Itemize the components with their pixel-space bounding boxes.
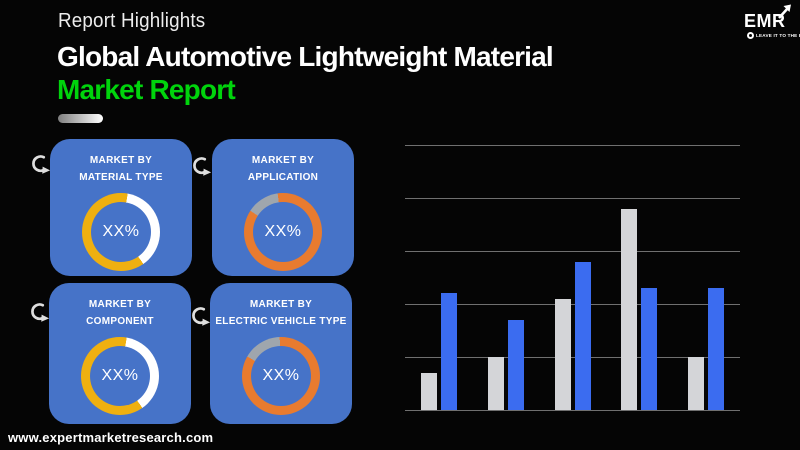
donut-chart-electric-vehicle-type: XX% bbox=[242, 337, 320, 415]
card-title-line2: APPLICATION bbox=[247, 172, 319, 183]
up-right-arrow-icon bbox=[776, 4, 794, 25]
title-underline-bar bbox=[58, 114, 103, 123]
gridline bbox=[405, 145, 740, 146]
card-market-by-application: MARKET BY APPLICATION XX% bbox=[212, 139, 354, 276]
gridline bbox=[405, 304, 740, 305]
bar-gray-g5 bbox=[688, 357, 704, 410]
logo-tagline: Leave It to the Experts bbox=[747, 32, 800, 39]
gridline bbox=[405, 410, 740, 411]
bar-blue-g4 bbox=[641, 288, 658, 410]
bar-blue-g3 bbox=[574, 261, 591, 410]
page-title-line2: Market Report bbox=[57, 74, 236, 105]
donut-chart-component: XX% bbox=[81, 337, 159, 415]
donut-value: XX% bbox=[90, 346, 150, 406]
card-title: MARKET BY COMPONENT bbox=[49, 296, 191, 330]
card-market-by-material-type: MARKET BY MATERIAL TYPE XX% bbox=[50, 139, 192, 276]
donut-value: XX% bbox=[253, 202, 313, 262]
card-title-line1: MARKET BY bbox=[251, 155, 315, 166]
card-market-by-component: MARKET BY COMPONENT XX% bbox=[49, 283, 191, 424]
card-market-by-electric-vehicle-type: MARKET BY ELECTRIC VEHICLE TYPE XX% bbox=[210, 283, 352, 424]
donut-value: XX% bbox=[91, 202, 151, 262]
loop-arrow-icon bbox=[189, 150, 213, 182]
bar-gray-g4 bbox=[621, 208, 638, 410]
grouped-bar-chart bbox=[405, 145, 740, 411]
logo-ring-icon bbox=[747, 32, 754, 39]
loop-arrow-icon bbox=[188, 300, 212, 332]
card-title: MARKET BY APPLICATION bbox=[212, 152, 354, 186]
donut-value: XX% bbox=[251, 346, 311, 406]
donut-chart-application: XX% bbox=[244, 193, 322, 271]
bar-gray-g2 bbox=[487, 357, 504, 410]
logo-tagline-text: Leave It to the Experts bbox=[756, 33, 800, 38]
page-title-line1: Global Automotive Lightweight Material bbox=[57, 41, 554, 72]
card-title: MARKET BY MATERIAL TYPE bbox=[50, 152, 192, 186]
website-url: www.expertmarketresearch.com bbox=[8, 430, 214, 445]
bar-gray-g1 bbox=[421, 372, 437, 410]
bar-blue-g2 bbox=[507, 319, 524, 410]
gridline bbox=[405, 198, 740, 199]
gridline bbox=[405, 357, 740, 358]
card-title-line2: COMPONENT bbox=[86, 316, 154, 327]
card-title-line1: MARKET BY bbox=[249, 299, 313, 310]
card-title-line1: MARKET BY bbox=[88, 299, 152, 310]
card-title-line1: MARKET BY bbox=[89, 155, 153, 166]
emr-logo: EMR Leave It to the Experts bbox=[736, 4, 800, 46]
card-title-line2: ELECTRIC VEHICLE TYPE bbox=[215, 316, 347, 327]
bar-gray-g3 bbox=[554, 298, 571, 410]
card-title-line2: MATERIAL TYPE bbox=[79, 172, 163, 183]
card-title: MARKET BY ELECTRIC VEHICLE TYPE bbox=[210, 296, 352, 330]
donut-chart-material-type: XX% bbox=[82, 193, 160, 271]
bar-blue-g1 bbox=[441, 293, 457, 410]
gridline bbox=[405, 251, 740, 252]
logo-text: EMR bbox=[744, 11, 786, 31]
loop-arrow-icon bbox=[28, 148, 52, 180]
eyebrow-label: Report Highlights bbox=[58, 10, 206, 32]
bar-blue-g5 bbox=[708, 288, 724, 410]
loop-arrow-icon bbox=[27, 296, 51, 328]
